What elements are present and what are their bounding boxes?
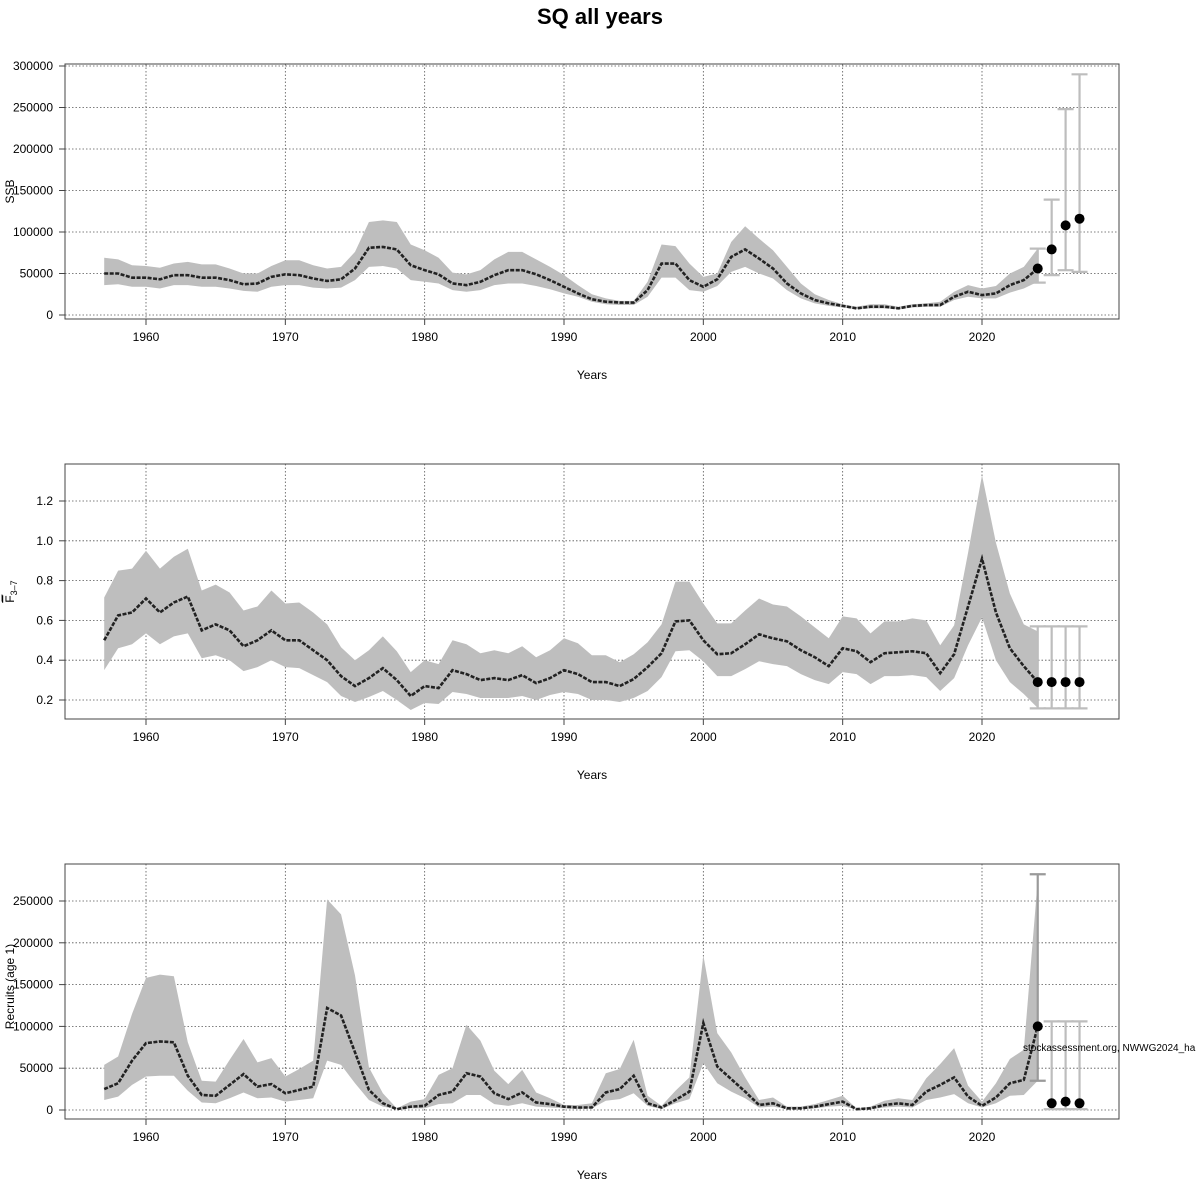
- y-axis-label-main: F: [3, 595, 17, 602]
- x-tick-label: 1970: [272, 330, 299, 344]
- plot-frame: [64, 463, 1120, 720]
- forecast-errorbar: [1057, 108, 1074, 272]
- forecast-point: [1060, 677, 1071, 688]
- y-tick-label: 0: [46, 308, 53, 322]
- forecast-point: [1046, 244, 1057, 255]
- y-tick-label: 0.2: [36, 693, 53, 707]
- x-tick-label: 1970: [272, 1130, 299, 1144]
- x-tick-label: 1960: [133, 1130, 160, 1144]
- forecast-errorbar: [1071, 73, 1088, 273]
- y-tick-label: 50000: [20, 1061, 54, 1075]
- x-tick-label: 1980: [411, 330, 438, 344]
- x-tick-label: 2010: [829, 1130, 856, 1144]
- forecast-errorbar: [1029, 873, 1046, 1082]
- plot-frame: [64, 63, 1120, 320]
- y-tick-label: 250000: [13, 101, 53, 115]
- y-axis-label: Recruits (age 1): [3, 944, 17, 1029]
- x-tick-label: 2020: [969, 330, 996, 344]
- forecast-point: [1074, 213, 1085, 224]
- x-axis-label: Years: [577, 768, 607, 782]
- y-tick-label: 1.0: [36, 534, 53, 548]
- estimate-line: [103, 1006, 1039, 1111]
- x-tick-label: 1960: [133, 330, 160, 344]
- estimate-line: [104, 245, 1039, 310]
- y-tick-label: 1.2: [36, 494, 53, 508]
- y-tick-label: 300000: [13, 59, 53, 73]
- y-tick-label: 200000: [13, 142, 53, 156]
- x-tick-label: 1990: [551, 730, 578, 744]
- chart-title: SQ all years: [537, 4, 663, 29]
- forecast-point: [1060, 220, 1071, 231]
- x-tick-label: 1990: [551, 330, 578, 344]
- forecast-point: [1032, 263, 1043, 274]
- forecast-point: [1060, 1096, 1071, 1107]
- x-tick-label: 2000: [690, 1130, 717, 1144]
- panel-3: 1960 1970 1980 1990 2000 2010 2020 0 50000 100000…: [3, 863, 1120, 1182]
- panel-1: 1960 1970 1980 1990 2000 2010 2020 0 50000 100000…: [3, 59, 1120, 382]
- confidence-band: [104, 880, 1038, 1110]
- forecast-point: [1074, 1098, 1085, 1109]
- x-tick-label: 1970: [272, 730, 299, 744]
- x-tick-label: 1980: [411, 1130, 438, 1144]
- x-tick-label: 2000: [690, 730, 717, 744]
- forecast-errorbar: [1043, 625, 1060, 710]
- y-tick-label: 0.8: [36, 574, 53, 588]
- forecast-point: [1074, 677, 1085, 688]
- x-tick-label: 2010: [829, 330, 856, 344]
- x-tick-label: 2000: [690, 330, 717, 344]
- forecast-errorbar: [1043, 1020, 1060, 1111]
- forecast-point: [1032, 1021, 1043, 1032]
- y-axis-label: F3–7: [3, 580, 19, 602]
- confidence-band: [104, 220, 1038, 310]
- forecast-errorbar: [1057, 625, 1074, 710]
- forecast-errorbar: [1071, 1020, 1088, 1111]
- x-axis-label: Years: [577, 1168, 607, 1182]
- y-tick-label: 0: [46, 1103, 53, 1117]
- y-axis-label: SSB: [3, 179, 17, 203]
- x-tick-label: 2010: [829, 730, 856, 744]
- forecast-errorbar: [1057, 1020, 1074, 1111]
- forecast-point: [1046, 677, 1057, 688]
- y-axis-label-subscript: 3–7: [9, 580, 19, 595]
- y-tick-label: 100000: [13, 225, 53, 239]
- x-tick-label: 2020: [969, 730, 996, 744]
- plot-frame: [64, 863, 1120, 1120]
- watermark: stockassessment.org, NWWG2024_ha: [1023, 1043, 1196, 1054]
- x-tick-label: 2020: [969, 1130, 996, 1144]
- forecast-point: [1032, 677, 1043, 688]
- forecast-point: [1046, 1098, 1057, 1109]
- x-tick-label: 1990: [551, 1130, 578, 1144]
- x-axis-label: Years: [577, 368, 607, 382]
- y-tick-label: 150000: [13, 978, 53, 992]
- x-tick-label: 1960: [133, 730, 160, 744]
- y-tick-label: 0.4: [36, 653, 53, 667]
- estimate-line: [103, 553, 1039, 698]
- y-tick-label: 0.6: [36, 613, 53, 627]
- y-tick-label: 100000: [13, 1019, 53, 1033]
- forecast-errorbar: [1043, 198, 1060, 277]
- x-tick-label: 1980: [411, 730, 438, 744]
- y-tick-label: 250000: [13, 894, 53, 908]
- forecast-errorbar: [1071, 625, 1088, 710]
- y-tick-label: 200000: [13, 936, 53, 950]
- panel-2: 1960 1970 1980 1990 2000 2010 2020 0.2 0.4 0.6 0.8…: [1, 463, 1120, 782]
- y-tick-label: 150000: [13, 184, 53, 198]
- y-tick-label: 50000: [20, 267, 54, 281]
- forecast-errorbar: [1029, 625, 1046, 710]
- confidence-band: [104, 475, 1038, 710]
